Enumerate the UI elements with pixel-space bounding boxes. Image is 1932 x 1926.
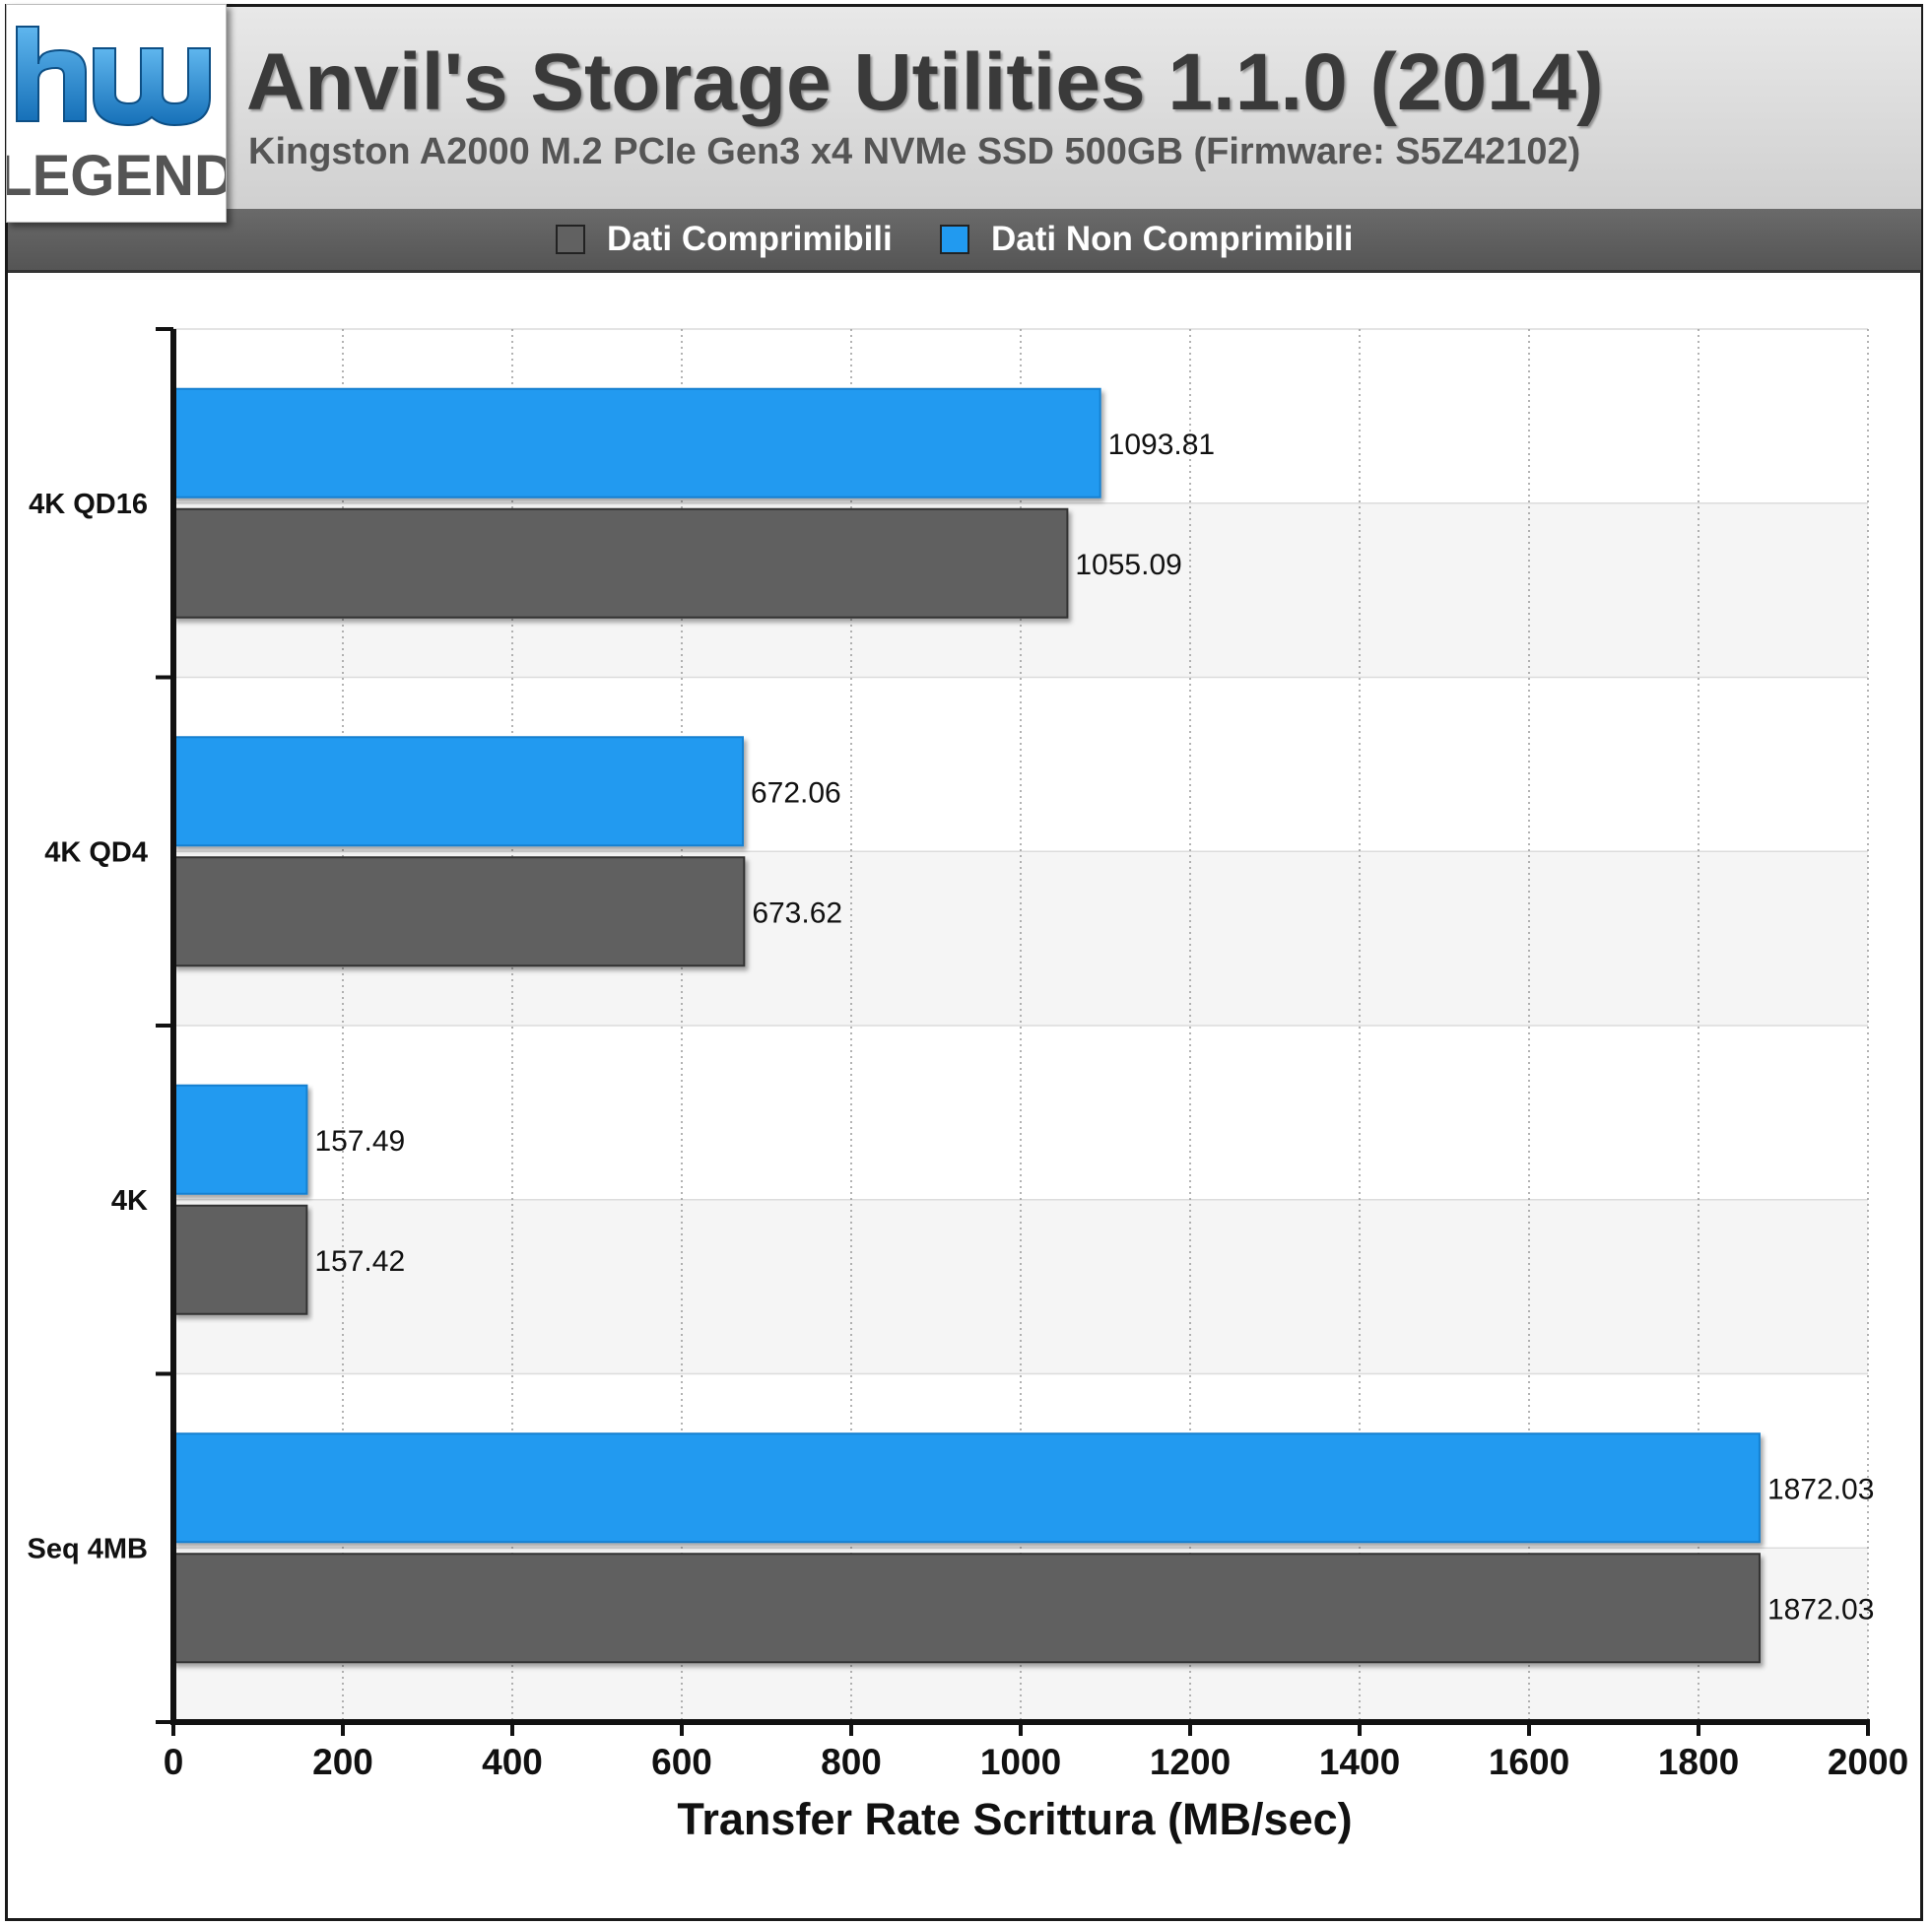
data-label: 1093.81 <box>1108 429 1215 461</box>
data-label: 1872.03 <box>1767 1593 1874 1626</box>
logo-wordmark: LEGEND <box>7 144 226 208</box>
legend-label-incompressible: Dati Non Comprimibili <box>991 220 1354 258</box>
x-tick-label: 1200 <box>1150 1742 1231 1782</box>
logo-mark: LEGEND <box>0 26 235 208</box>
bar <box>172 1204 308 1315</box>
bar <box>172 1432 1761 1544</box>
x-tick-label: 800 <box>821 1742 882 1782</box>
data-label: 1055.09 <box>1075 549 1181 581</box>
bar <box>172 387 1101 498</box>
chart-subtitle: Kingston A2000 M.2 PCIe Gen3 x4 NVMe SSD… <box>248 131 1581 172</box>
legend-label-compressible: Dati Comprimibili <box>607 220 893 258</box>
x-tick-label: 600 <box>651 1742 712 1782</box>
x-tick-label: 1400 <box>1319 1742 1400 1782</box>
x-tick-label: 0 <box>164 1742 184 1782</box>
chart-title: Anvil's Storage Utilities 1.1.0 (2014) <box>246 37 1604 127</box>
bar <box>172 856 746 967</box>
axes: 0 200 400 600 800 1000 1200 1400 1600 1800 2000 4K … <box>28 327 1908 1782</box>
bar <box>172 736 744 847</box>
site-logo: LEGEND <box>0 4 235 223</box>
x-axis-label: Transfer Rate Scrittura (MB/sec) <box>677 1794 1352 1844</box>
x-tick-label: 2000 <box>1828 1742 1908 1782</box>
x-tick-label: 1000 <box>980 1742 1061 1782</box>
x-tick-label: 400 <box>482 1742 543 1782</box>
x-tick-label: 1800 <box>1658 1742 1739 1782</box>
legend-item-incompressible: Dati Non Comprimibili <box>940 220 1354 258</box>
category-label: Seq 4MB <box>28 1533 148 1564</box>
legend-item-compressible: Dati Comprimibili <box>556 220 893 258</box>
legend-swatch-incompressible <box>940 225 969 254</box>
chart-header: Anvil's Storage Utilities 1.1.0 (2014) K… <box>8 7 1921 211</box>
bar <box>172 507 1069 619</box>
x-tick-label: 1600 <box>1489 1742 1569 1782</box>
legend-swatch-compressible <box>556 225 585 254</box>
data-label: 157.49 <box>314 1125 405 1158</box>
data-label: 673.62 <box>752 897 842 929</box>
category-label: 4K <box>111 1185 148 1217</box>
data-label: 672.06 <box>751 776 841 809</box>
bar <box>172 1553 1761 1664</box>
bar-group: 1093.81 1055.09 672.06 673.62 157.49 157.42 18… <box>172 387 1874 1664</box>
legend: Dati Comprimibili Dati Non Comprimibili <box>8 209 1921 273</box>
x-tick-label: 200 <box>312 1742 373 1782</box>
data-label: 157.42 <box>314 1245 405 1278</box>
category-label: 4K QD16 <box>29 489 148 520</box>
bar <box>172 1084 308 1195</box>
category-label: 4K QD4 <box>44 836 148 868</box>
data-label: 1872.03 <box>1767 1473 1874 1505</box>
